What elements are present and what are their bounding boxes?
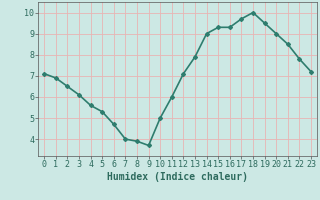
X-axis label: Humidex (Indice chaleur): Humidex (Indice chaleur) xyxy=(107,172,248,182)
